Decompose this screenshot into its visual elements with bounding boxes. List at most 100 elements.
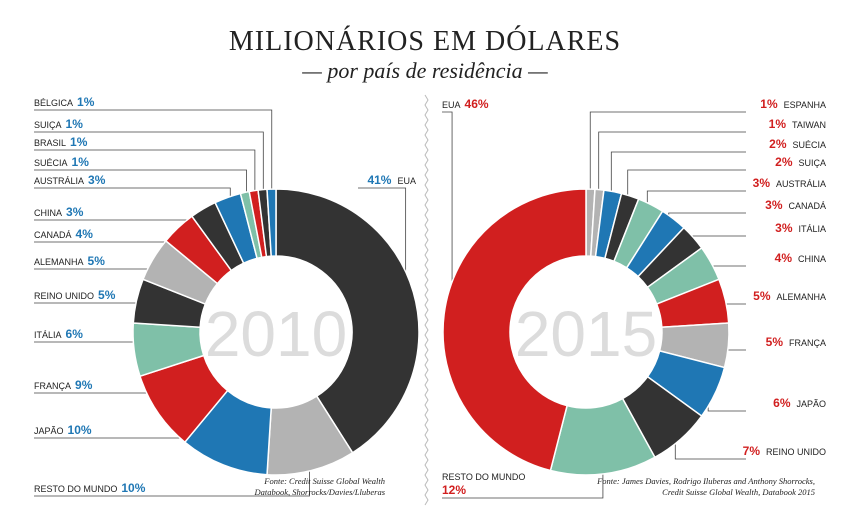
country-label: JAPÃO xyxy=(34,426,64,436)
source-note-2015: Fonte: James Davies, Rodrigo Iluberas an… xyxy=(596,476,815,486)
country-label: TAIWAN xyxy=(792,120,826,130)
slice-label-2015-reino-unido: REINO UNIDO 7% xyxy=(743,444,826,458)
country-label: SUIÇA xyxy=(34,120,62,130)
slice-label-2015-franca: FRANÇA 5% xyxy=(766,335,826,349)
percent-label: 10% xyxy=(68,423,92,437)
percent-label: 5% xyxy=(753,289,771,303)
slice-2010-belgica xyxy=(266,188,277,257)
country-label: EUA xyxy=(442,100,461,110)
percent-label: 12% xyxy=(442,483,466,497)
country-label: CANADÁ xyxy=(34,230,72,240)
country-label: FRANÇA xyxy=(34,381,71,391)
percent-label: 1% xyxy=(77,95,95,109)
percent-label: 5% xyxy=(98,288,116,302)
country-label: ITÁLIA xyxy=(798,224,826,234)
percent-label: 3% xyxy=(88,173,106,187)
country-label: REINO UNIDO xyxy=(766,447,826,457)
percent-label: 46% xyxy=(465,97,489,111)
leader-line-2015-eua xyxy=(442,111,453,316)
leader-line-2010-franca xyxy=(34,392,165,408)
slice-label-2010-suecia: SUÉCIA 1% xyxy=(34,155,89,169)
country-label: SUÉCIA xyxy=(34,158,68,168)
leader-line-2010-brasil xyxy=(34,149,256,199)
percent-label: 9% xyxy=(75,378,93,392)
percent-label: 4% xyxy=(76,227,94,241)
percent-label: 2% xyxy=(769,137,787,151)
slice-label-2010-china: CHINA 3% xyxy=(34,205,84,219)
slice-label-2010-suica: SUIÇA 1% xyxy=(34,117,83,131)
country-label: BÉLGICA xyxy=(34,98,73,108)
slice-label-2010-italia: ITÁLIA 6% xyxy=(34,327,83,341)
leader-line-2010-eua xyxy=(358,187,407,295)
country-label: EUA xyxy=(397,176,416,186)
country-label: FRANÇA xyxy=(789,338,826,348)
country-label: RESTO DO MUNDO xyxy=(34,484,117,494)
leader-line-2015-resto-do-mundo xyxy=(442,465,604,499)
leader-line-2015-australia xyxy=(646,190,746,212)
country-label: RESTO DO MUNDO xyxy=(442,472,525,482)
leader-line-2010-italia xyxy=(34,341,143,349)
source-note-2010: Fonte: Credit Suisse Global Wealth xyxy=(263,476,385,486)
country-label: ESPANHA xyxy=(784,100,826,110)
percent-label: 4% xyxy=(775,251,793,265)
percent-label: 10% xyxy=(121,481,145,495)
slice-label-2015-suica: SUIÇA 2% xyxy=(775,155,826,169)
chart-title: MILIONÁRIOS EM DÓLARES xyxy=(228,26,622,57)
percent-label: 6% xyxy=(66,327,84,341)
center-divider xyxy=(424,94,429,506)
leader-line-2015-taiwan xyxy=(598,131,746,198)
leader-line-2015-suecia xyxy=(610,151,746,200)
slice-label-2015-japao: JAPÃO 6% xyxy=(773,396,826,410)
leader-line-2015-canada xyxy=(668,212,746,226)
percent-label: 7% xyxy=(743,444,761,458)
country-label: SUÉCIA xyxy=(792,140,826,150)
country-label: CHINA xyxy=(34,208,62,218)
source-note-2015: Credit Suisse Global Wealth, Databook 20… xyxy=(662,487,815,497)
slice-label-2015-canada: CANADÁ 3% xyxy=(765,198,826,212)
leader-line-2010-resto-do-mundo xyxy=(34,462,310,497)
slice-label-2015-alemanha: ALEMANHA 5% xyxy=(753,289,826,303)
slice-label-2015-suecia: SUÉCIA 2% xyxy=(769,137,826,151)
leader-line-2010-belgica xyxy=(34,109,273,198)
percent-label: 1% xyxy=(66,117,84,131)
country-label: SUIÇA xyxy=(798,158,826,168)
slice-label-2015-taiwan: TAIWAN 1% xyxy=(769,117,826,131)
slice-label-2010-eua: EUA 41% xyxy=(367,173,416,187)
slice-label-2015-eua: EUA 46% xyxy=(442,97,489,111)
country-label: BRASIL xyxy=(34,138,66,148)
slice-label-2015-italia: ITÁLIA 3% xyxy=(775,221,826,235)
slice-label-2010-resto-do-mundo: RESTO DO MUNDO 10% xyxy=(34,481,146,495)
percent-label: 1% xyxy=(760,97,778,111)
source-note-2010: Databook, Shorrocks/Davies/Lluberas xyxy=(254,487,386,497)
chart-subtitle: — por país de residência — xyxy=(302,58,548,83)
leader-line-2015-suica xyxy=(627,169,746,204)
slice-label-2015-australia: AUSTRÁLIA 3% xyxy=(753,176,826,190)
leader-line-2010-australia xyxy=(34,187,231,205)
country-label: JAPÃO xyxy=(796,399,826,409)
slice-label-2015-espanha: ESPANHA 1% xyxy=(760,97,826,111)
percent-label: 5% xyxy=(766,335,784,349)
percent-label: 6% xyxy=(773,396,791,410)
slice-label-2010-reino-unido: REINO UNIDO 5% xyxy=(34,288,116,302)
percent-label: 3% xyxy=(765,198,783,212)
percent-label: 3% xyxy=(753,176,771,190)
leader-line-2015-espanha xyxy=(589,111,746,198)
slice-label-2010-japao: JAPÃO 10% xyxy=(34,423,92,437)
slice-label-2010-australia: AUSTRÁLIA 3% xyxy=(34,173,106,187)
leader-line-2015-reino-unido xyxy=(674,433,746,460)
country-label: AUSTRÁLIA xyxy=(776,179,826,189)
country-label: CHINA xyxy=(798,254,826,264)
country-label: REINO UNIDO xyxy=(34,291,94,301)
leader-line-2010-suecia xyxy=(34,169,247,201)
year-label-2015: 2015 xyxy=(515,298,657,370)
percent-label: 2% xyxy=(775,155,793,169)
country-label: AUSTRÁLIA xyxy=(34,176,84,186)
percent-label: 3% xyxy=(775,221,793,235)
country-label: CANADÁ xyxy=(788,201,826,211)
year-label-2010: 2010 xyxy=(205,298,347,370)
percent-label: 3% xyxy=(66,205,84,219)
slice-2015-eua xyxy=(442,188,587,472)
country-label: ALEMANHA xyxy=(776,292,826,302)
